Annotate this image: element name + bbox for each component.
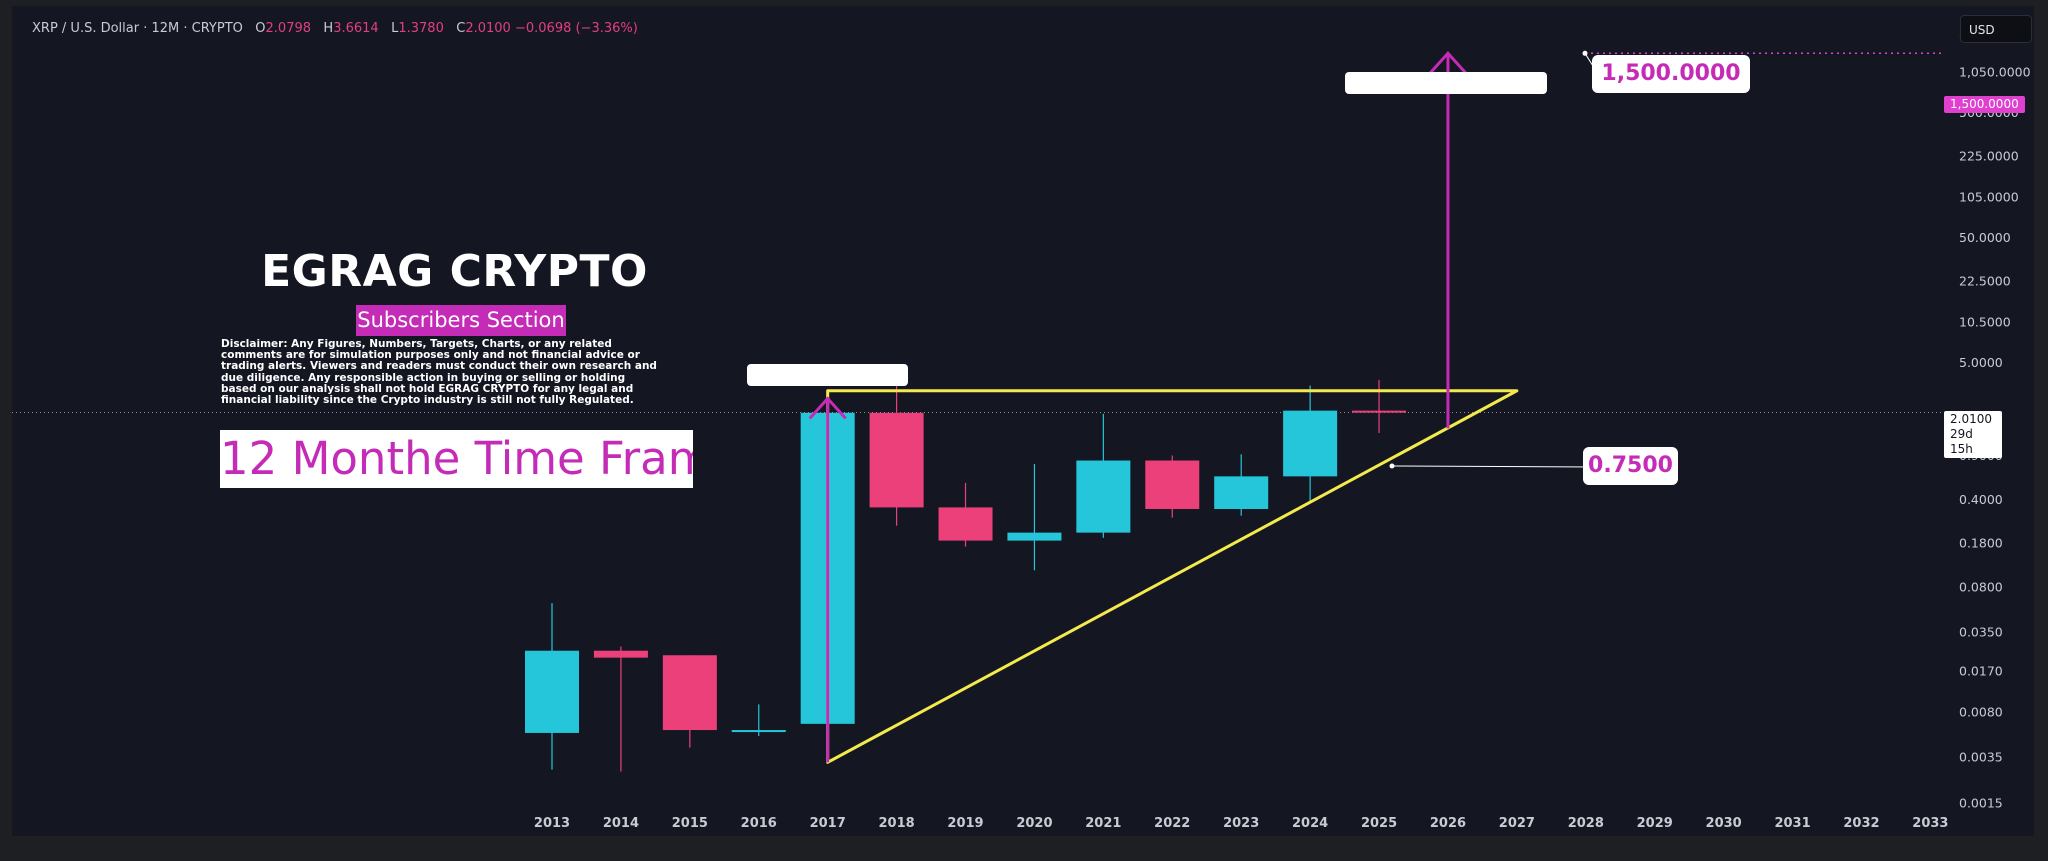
candle-body-2024 [1283, 410, 1338, 477]
blank-label-box-top [1345, 72, 1547, 94]
support-callout: 0.7500 [1583, 447, 1678, 485]
last-price-tag: 2.0100 29d 15h [1944, 411, 2002, 458]
brand-title: EGRAG CRYPTO [261, 246, 648, 297]
x-tick-label-2016: 2016 [741, 816, 777, 831]
y-tick-label-17: 0.0080 [1959, 705, 2003, 720]
x-tick-label-2027: 2027 [1499, 816, 1535, 831]
ohlc-change: −0.0698 (−3.36%) [514, 21, 638, 36]
y-tick-label-4: 225.0000 [1959, 148, 2019, 163]
candle-body-2021 [1076, 460, 1131, 533]
currency-selector[interactable]: USD [1960, 15, 2032, 43]
y-tick-label-12: 0.4000 [1959, 492, 2003, 507]
candle-body-2015 [662, 655, 717, 731]
target-callout: 1,500.0000 [1592, 55, 1750, 93]
x-tick-label-2024: 2024 [1292, 816, 1328, 831]
x-tick-label-2031: 2031 [1774, 816, 1810, 831]
x-tick-label-2029: 2029 [1637, 816, 1673, 831]
candle-body-2023 [1214, 476, 1269, 509]
x-tick-label-2032: 2032 [1843, 816, 1879, 831]
x-tick-label-2026: 2026 [1430, 816, 1466, 831]
x-tick-label-2030: 2030 [1706, 816, 1742, 831]
y-tick-label-16: 0.0170 [1959, 664, 2003, 679]
candle-body-2018 [869, 412, 924, 508]
x-tick-label-2021: 2021 [1085, 816, 1121, 831]
y-tick-label-14: 0.0800 [1959, 580, 2003, 595]
support-point [1389, 463, 1395, 469]
x-tick-label-2015: 2015 [672, 816, 708, 831]
support-callout-leader [1391, 465, 1596, 468]
y-tick-label-13: 0.1800 [1959, 536, 2003, 551]
x-tick-label-2018: 2018 [879, 816, 915, 831]
arrow-2026-head [1428, 51, 1468, 75]
y-tick-label-18: 0.0035 [1959, 749, 2003, 764]
subscribers-badge: Subscribers Section [356, 305, 566, 336]
candle-body-2025 [1352, 410, 1407, 413]
candle-body-2016 [731, 730, 786, 733]
ohlc-low: L1.3780 [391, 21, 444, 36]
timeframe-label: 12 Monthe Time Frame [220, 430, 693, 488]
y-tick-label-6: 50.0000 [1959, 230, 2011, 245]
arrow-2017-head [808, 396, 847, 420]
ohlc-close: C2.0100 [456, 21, 511, 36]
target-price-tag: 1,500.0000 [1944, 96, 2025, 113]
ohlc-open: O2.0798 [255, 21, 312, 36]
candle-body-2013 [525, 650, 579, 733]
y-tick-label-8: 10.5000 [1959, 315, 2011, 330]
x-tick-label-2025: 2025 [1361, 816, 1397, 831]
candle-body-2014 [593, 650, 648, 658]
x-tick-label-2022: 2022 [1154, 816, 1190, 831]
candle-body-2020 [1007, 532, 1062, 541]
chart-canvas[interactable]: 5,000.00002,250.00001,050.0000500.000022… [12, 6, 2034, 836]
ohlc-high: H3.6614 [323, 21, 379, 36]
triangle-pattern [826, 389, 1519, 764]
y-tick-label-5: 105.0000 [1959, 190, 2019, 205]
x-tick-label-2019: 2019 [947, 816, 983, 831]
countdown-label: 29d 15h [1950, 427, 1973, 456]
y-tick-label-9: 5.0000 [1959, 355, 2003, 370]
x-tick-label-2013: 2013 [534, 816, 570, 831]
y-tick-label-15: 0.0350 [1959, 624, 2003, 639]
disclaimer-text: Disclaimer: Any Figures, Numbers, Target… [221, 338, 657, 407]
y-tick-label-19: 0.0015 [1959, 795, 2003, 810]
x-tick-label-2020: 2020 [1016, 816, 1052, 831]
candle-body-2022 [1145, 460, 1200, 509]
x-tick-label-2028: 2028 [1568, 816, 1604, 831]
chart-frame: 5,000.00002,250.00001,050.0000500.000022… [12, 6, 2034, 836]
x-tick-label-2014: 2014 [603, 816, 639, 831]
x-tick-label-2017: 2017 [810, 816, 846, 831]
x-tick-label-2033: 2033 [1912, 816, 1948, 831]
candle-body-2019 [938, 507, 993, 541]
x-tick-label-2023: 2023 [1223, 816, 1259, 831]
y-tick-label-7: 22.5000 [1959, 273, 2011, 288]
last-price-value: 2.0100 [1950, 412, 1992, 426]
blank-label-box-left [747, 364, 908, 386]
symbol-label: XRP / U.S. Dollar · 12M · CRYPTO [32, 21, 243, 36]
symbol-legend: XRP / U.S. Dollar · 12M · CRYPTO O2.0798… [32, 21, 638, 36]
y-tick-label-2: 1,050.0000 [1959, 65, 2031, 80]
target-point [1582, 50, 1588, 56]
